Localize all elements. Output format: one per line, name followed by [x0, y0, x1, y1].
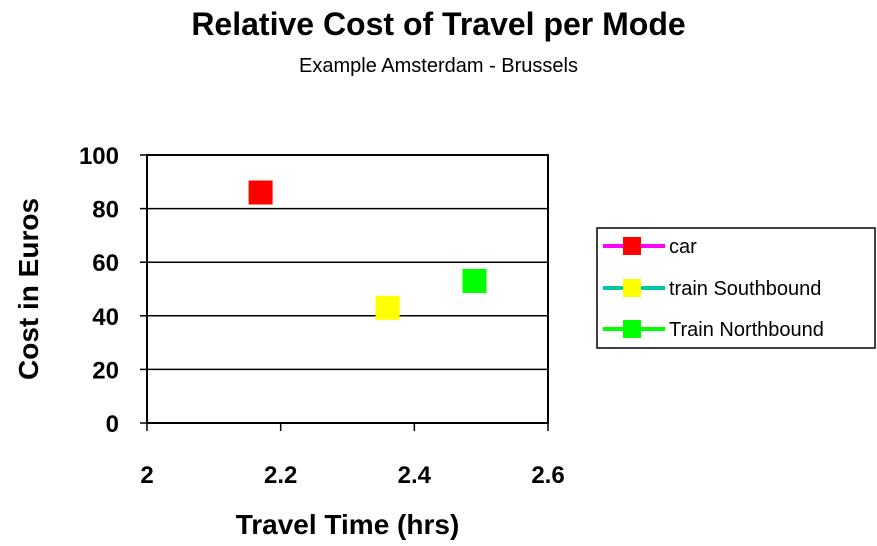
legend-label-car: car: [669, 236, 697, 258]
y-tick-label: 0: [106, 411, 119, 438]
data-markers: [248, 180, 487, 320]
legend-label-train-southbound: train Southbound: [669, 278, 821, 300]
y-axis-title: Cost in Euros: [13, 198, 44, 380]
x-axis: 2 2.2 2.4 2.6: [140, 423, 565, 489]
legend-marker-train-northbound: [623, 320, 641, 338]
legend-marker-train-southbound: [623, 279, 641, 297]
x-tick-label: 2.6: [531, 462, 564, 489]
y-tick-label: 20: [92, 357, 119, 384]
marker-train-northbound: [462, 268, 487, 293]
marker-car: [248, 180, 273, 205]
x-axis-title: Travel Time (hrs): [236, 509, 460, 540]
legend-marker-car: [623, 237, 641, 255]
legend-label-train-northbound: Train Northbound: [669, 319, 824, 341]
x-tick-label: 2: [140, 462, 153, 489]
chart-subtitle: Example Amsterdam - Brussels: [299, 55, 578, 77]
gridlines: [147, 154, 548, 424]
legend: car train Southbound Train Northbound: [596, 227, 876, 349]
y-tick-label: 40: [92, 304, 119, 331]
y-axis: 0 20 40 60 80 100: [79, 143, 147, 438]
y-tick-label: 60: [92, 250, 119, 277]
x-tick-label: 2.2: [264, 462, 297, 489]
plot-area-frame: [146, 154, 549, 424]
y-tick-label: 100: [79, 143, 119, 170]
x-tick-label: 2.4: [398, 462, 432, 489]
chart-title: Relative Cost of Travel per Mode: [191, 6, 686, 42]
y-tick-label: 80: [92, 197, 119, 224]
marker-train-southbound: [375, 295, 400, 320]
